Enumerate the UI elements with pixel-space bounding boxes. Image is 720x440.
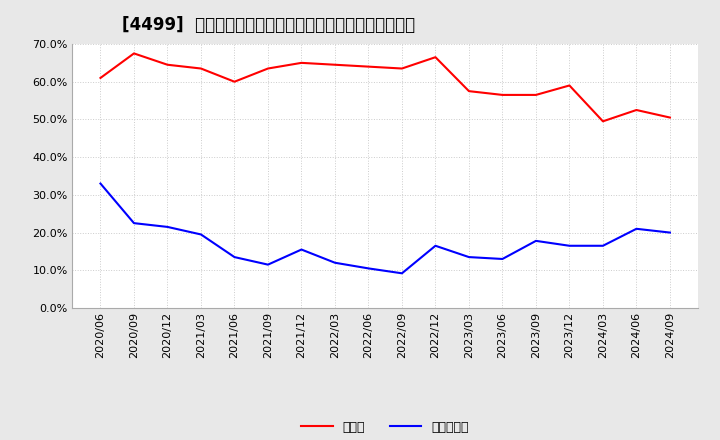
有利子負債 [364, 266, 373, 271]
有利子負債 [498, 257, 507, 262]
Legend: 現預金, 有利子負債: 現預金, 有利子負債 [297, 416, 474, 439]
Line: 有利子負債: 有利子負債 [101, 183, 670, 273]
現預金 [464, 88, 473, 94]
有利子負債 [96, 181, 105, 186]
現預金 [665, 115, 674, 120]
有利子負債 [665, 230, 674, 235]
有利子負債 [163, 224, 172, 230]
現預金 [498, 92, 507, 98]
有利子負債 [397, 271, 406, 276]
有利子負債 [565, 243, 574, 249]
現預金 [632, 107, 641, 113]
有利子負債 [130, 220, 138, 226]
現預金 [565, 83, 574, 88]
現預金 [330, 62, 339, 67]
現預金 [264, 66, 272, 71]
有利子負債 [464, 254, 473, 260]
有利子負債 [297, 247, 306, 252]
現預金 [431, 55, 440, 60]
有利子負債 [632, 226, 641, 231]
現預金 [364, 64, 373, 69]
現預金 [598, 119, 607, 124]
有利子負債 [230, 254, 239, 260]
有利子負債 [264, 262, 272, 267]
有利子負債 [197, 232, 205, 237]
現預金 [230, 79, 239, 84]
現預金 [163, 62, 172, 67]
現預金 [96, 75, 105, 81]
Text: [4499]  現預金、有利子負債の総資産に対する比率の推移: [4499] 現預金、有利子負債の総資産に対する比率の推移 [122, 16, 415, 34]
現預金 [130, 51, 138, 56]
有利子負債 [431, 243, 440, 249]
有利子負債 [598, 243, 607, 249]
現預金 [531, 92, 540, 98]
Line: 現預金: 現預金 [101, 53, 670, 121]
現預金 [297, 60, 306, 66]
有利子負債 [531, 238, 540, 243]
現預金 [197, 66, 205, 71]
現預金 [397, 66, 406, 71]
有利子負債 [330, 260, 339, 265]
